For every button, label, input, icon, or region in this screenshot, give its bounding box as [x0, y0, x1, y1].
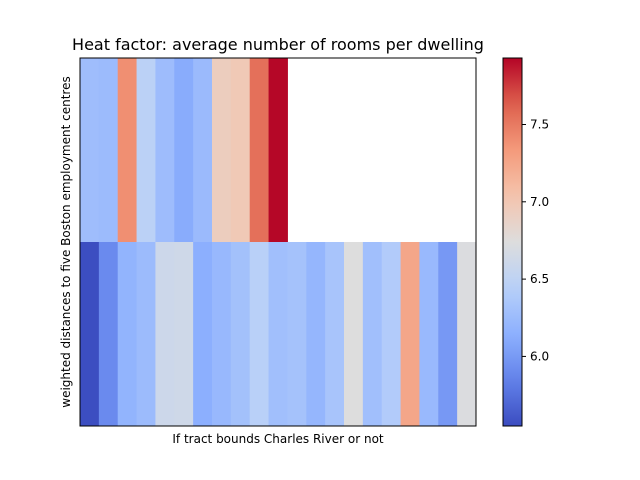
colorbar-tick-label: 6.0 — [530, 349, 549, 363]
plot-frame — [79, 57, 477, 427]
y-axis-label: weighted distances to five Boston employ… — [59, 76, 73, 407]
heatmap-cell — [117, 242, 138, 427]
heatmap-cell — [344, 242, 364, 427]
heatmap-cell — [80, 242, 100, 427]
heatmap-cell — [155, 242, 175, 427]
chart-title: Heat factor: average number of rooms per… — [72, 35, 484, 54]
colorbar-ticks: 6.0 6.5 7.0 7.5 — [522, 117, 549, 363]
heatmap-cell — [457, 242, 477, 427]
heatmap-cell — [174, 58, 194, 243]
heatmap-cell — [212, 58, 232, 243]
heatmap-cell — [80, 58, 100, 243]
heatmap-cell — [287, 242, 307, 427]
heatmap-cell — [230, 242, 251, 427]
colorbar — [502, 57, 523, 427]
heatmap-cell — [268, 242, 288, 427]
heatmap-cell — [400, 242, 420, 427]
heatmap-cell — [381, 242, 402, 427]
heatmap-cell — [117, 58, 138, 243]
heatmap-cell — [249, 58, 270, 243]
heatmap-cell — [249, 242, 270, 427]
heatmap-cell — [419, 242, 439, 427]
heatmap-cell — [268, 58, 288, 243]
heatmap-cell — [193, 58, 213, 243]
heatmap-cell — [155, 58, 175, 243]
heatmap-cell — [212, 242, 232, 427]
heatmap-cells — [80, 58, 477, 427]
colorbar-tick-label: 7.0 — [530, 195, 549, 209]
heatmap-cell — [362, 242, 383, 427]
colorbar-tick-label: 6.5 — [530, 272, 549, 286]
x-axis-label: If tract bounds Charles River or not — [172, 432, 384, 446]
heatmap-cell — [230, 58, 251, 243]
heatmap-cell — [193, 242, 213, 427]
heatmap-cell — [306, 242, 326, 427]
heatmap-cell — [98, 242, 119, 427]
heatmap-cell — [98, 58, 119, 243]
heatmap-cell — [136, 242, 156, 427]
heatmap-cell — [325, 242, 345, 427]
heatmap-cell — [438, 242, 458, 427]
heatmap-cell — [136, 58, 156, 243]
colorbar-tick-label: 7.5 — [530, 117, 549, 131]
heatmap-cell — [174, 242, 194, 427]
